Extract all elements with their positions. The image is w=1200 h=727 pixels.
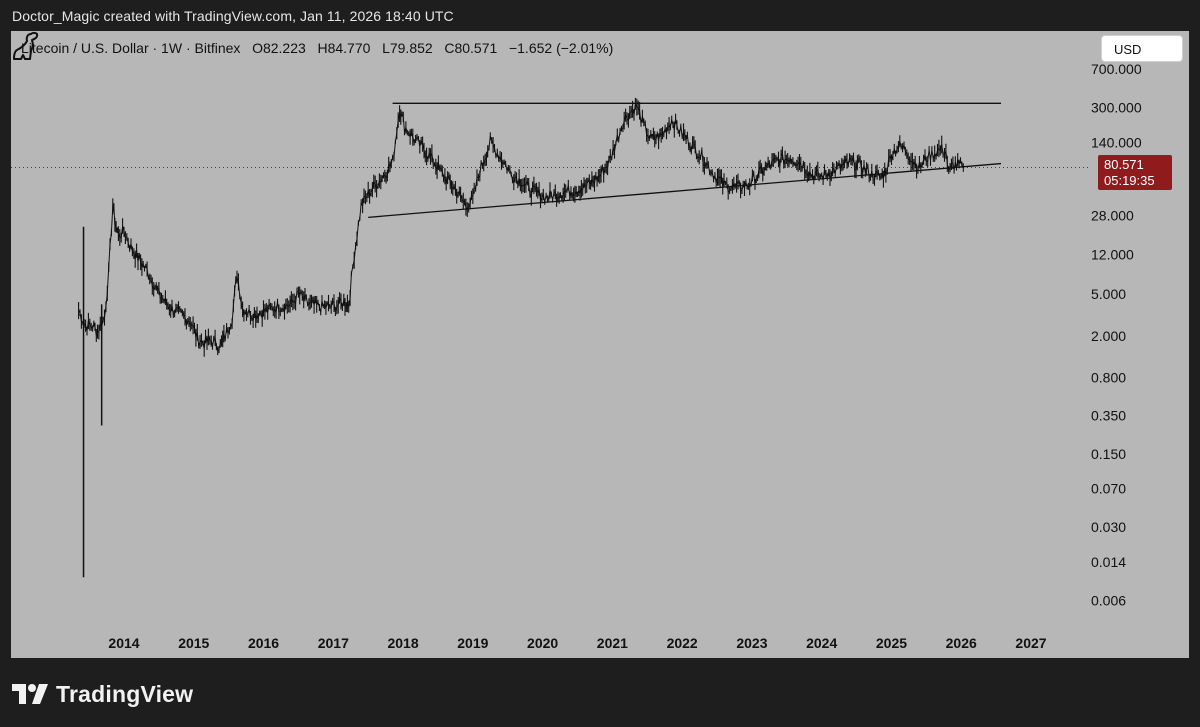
y-tick-label: 300.000: [1091, 100, 1142, 116]
symbol-header: Litecoin / U.S. Dollar · 1W · Bitfinex O…: [21, 40, 613, 56]
tradingview-dino-icon: [13, 31, 39, 60]
currency-button[interactable]: USD: [1101, 35, 1183, 62]
y-tick-label: 0.150: [1091, 446, 1126, 462]
y-tick-label: 28.000: [1091, 208, 1134, 224]
y-tick-label: 0.006: [1091, 593, 1126, 609]
y-tick-label: 2.000: [1091, 328, 1126, 344]
x-tick-label: 2015: [178, 635, 209, 651]
x-tick-label: 2018: [387, 635, 418, 651]
y-tick-label: 12.000: [1091, 246, 1134, 262]
x-tick-label: 2027: [1015, 635, 1046, 651]
ohlc-open: O82.223: [252, 40, 306, 56]
x-tick-label: 2019: [457, 635, 488, 651]
tradingview-logo: TradingView: [12, 680, 193, 708]
ohlc-change: −1.652 (−2.01%): [508, 40, 614, 56]
last-price-label: 80.571 05:19:35: [1098, 155, 1172, 190]
price-chart[interactable]: 700.000 300.000 140.000 28.000 12.000 5.000 2.…: [11, 31, 1189, 658]
x-tick-label: 2016: [248, 635, 279, 651]
x-tick-label: 2023: [736, 635, 767, 651]
chart-panel[interactable]: 700.000 300.000 140.000 28.000 12.000 5.000 2.…: [11, 31, 1189, 658]
x-tick-label: 2026: [946, 635, 977, 651]
y-tick-label: 0.070: [1091, 481, 1126, 497]
x-tick-label: 2020: [527, 635, 558, 651]
y-tick-label: 0.030: [1091, 519, 1126, 535]
attribution-text: Doctor_Magic created with TradingView.co…: [12, 8, 454, 24]
x-tick-label: 2021: [597, 635, 628, 651]
ohlc-high: H84.770: [317, 40, 371, 56]
ohlc-close: C80.571: [444, 40, 498, 56]
y-tick-label: 5.000: [1091, 286, 1126, 302]
y-tick-label: 140.000: [1091, 134, 1142, 150]
x-tick-label: 2022: [667, 635, 698, 651]
x-tick-label: 2024: [806, 635, 837, 651]
x-tick-label: 2025: [876, 635, 907, 651]
y-tick-label: 0.800: [1091, 370, 1126, 386]
ohlc-low: L79.852: [382, 40, 433, 56]
tradingview-logo-icon: [12, 684, 48, 704]
symbol-name: Litecoin / U.S. Dollar · 1W · Bitfinex: [21, 40, 241, 56]
price-candles: [78, 97, 964, 357]
last-price-value: 80.571: [1104, 157, 1144, 172]
x-tick-label: 2017: [318, 635, 349, 651]
bar-countdown: 05:19:35: [1104, 173, 1155, 188]
brand-name: TradingView: [56, 680, 194, 707]
x-tick-label: 2014: [108, 635, 139, 651]
y-tick-label: 700.000: [1091, 61, 1142, 77]
ascending-support-trendline[interactable]: [368, 162, 1002, 219]
y-tick-label: 0.014: [1091, 554, 1126, 570]
price-series-line: [78, 101, 964, 352]
y-tick-label: 0.350: [1091, 407, 1126, 423]
